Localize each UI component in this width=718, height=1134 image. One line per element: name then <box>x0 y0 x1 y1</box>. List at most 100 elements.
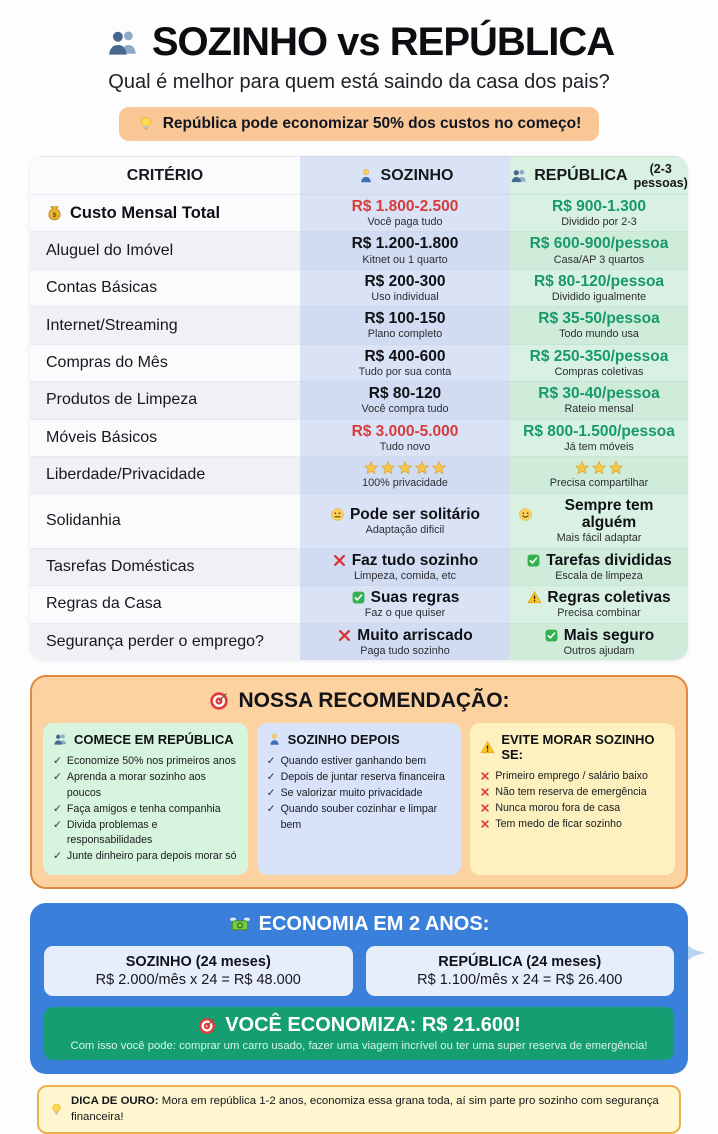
recommendation-item: ✓ Depois de juntar reserva financeira <box>267 770 452 786</box>
svg-text:$: $ <box>53 211 57 218</box>
recommendation-item: Nunca morou fora de casa <box>480 801 665 817</box>
cell-note: 100% privacidade <box>362 477 448 490</box>
page-title-text: SOZINHO vs REPÚBLICA <box>151 20 615 64</box>
highlight-badge: República pode economizar 50% dos custos… <box>118 107 600 141</box>
cross-icon <box>480 819 490 829</box>
criterion-label: Compras do Mês <box>46 354 168 372</box>
recommendation-card-title-text: SOZINHO DEPOIS <box>287 732 400 748</box>
cell-note: Você compra tudo <box>361 403 449 416</box>
star-icon <box>414 460 430 476</box>
recommendation-card-title: COMECE EM REPÚBLICA <box>53 732 238 747</box>
cell-value: Muito arriscado <box>337 627 473 644</box>
lightbulb-icon <box>49 1102 64 1117</box>
criterion-label: Produtos de Limpeza <box>46 391 197 409</box>
cell-value: Tarefas divididas <box>526 552 672 569</box>
criterion-cell: Internet/Streaming <box>30 306 300 344</box>
criterion-text: Internet/Streaming <box>46 316 178 334</box>
cell-value: R$ 250-350/pessoa <box>530 348 669 365</box>
recommendation-item-text: Faça amigos e tenha companhia <box>66 802 221 815</box>
page-subtitle: Qual é melhor para quem está saindo da c… <box>108 71 610 93</box>
lightbulb-icon <box>137 115 155 133</box>
criterion-cell: Liberdade/Privacidade <box>30 456 300 494</box>
table-row: Internet/Streaming R$ 100-150 Plano comple… <box>30 306 688 344</box>
criterion-cell: Tasrefas Domésticas <box>30 547 300 586</box>
star-icon <box>431 460 447 476</box>
criterion-cell: Contas Básicas <box>30 268 300 307</box>
cell-note: Casa/AP 3 quartos <box>553 253 645 266</box>
column-header-republica: REPÚBLICA (2-3 pessoas) <box>510 156 688 194</box>
cell-value: R$ 800-1.500/pessoa <box>523 423 675 440</box>
economy-title-text: ECONOMIA EM 2 ANOS: <box>258 913 490 936</box>
recommendation-item-text: Primeiro emprego / salário baixo <box>495 770 648 783</box>
cell-value-text: Sempre tem alguém <box>564 497 654 532</box>
cell-note: Escala de limpeza <box>555 569 643 582</box>
table-row: Aluguel do Imóvel R$ 1.200-1.800 Kitnet ou… <box>30 231 688 269</box>
table-row: $ Custo Mensal Total R$ 1.800-2.500 Você pa… <box>30 194 688 232</box>
people-icon <box>104 26 142 60</box>
cell-value: R$ 35-50/pessoa <box>538 310 660 327</box>
recommendation-title-text: NOSSA RECOMENDAÇÃO: <box>238 689 510 713</box>
infographic-page: SOZINHO vs REPÚBLICA Qual é melhor para … <box>30 20 706 1134</box>
criterion-text: Liberdade/Privacidade <box>46 466 206 484</box>
recommendation-card-title: EVITE MORAR SOZINHO SE: <box>480 732 665 762</box>
star-icon <box>574 460 590 476</box>
cell-value: R$ 100-150 <box>364 310 445 327</box>
criterion-label: $ Custo Mensal Total <box>46 204 220 223</box>
check-bullet-icon: ✓ <box>266 755 276 768</box>
star-icon <box>397 460 413 476</box>
recommendation-item: ✓ Quando souber cozinhar e limpar bem <box>267 802 452 834</box>
column-header-criterio: CRITÉRIO <box>30 156 300 194</box>
recommendation-list: ✓ Economize 50% nos primeiros anos ✓ Aprend… <box>53 754 238 865</box>
sozinho-cell: Muito arriscado Paga tudo sozinho <box>300 622 510 661</box>
recommendation-card: EVITE MORAR SOZINHO SE: Primeiro emprego … <box>470 723 676 876</box>
column-header-suffix: (2-3 pessoas) <box>633 161 688 190</box>
recommendation-item-text: Não tem reserva de emergência <box>495 785 647 798</box>
criterion-label: Regras da Casa <box>46 595 162 613</box>
check-bullet-icon: ✓ <box>266 802 276 815</box>
criterion-label: Aluguel do Imóvel <box>46 242 173 260</box>
recommendation-item: ✓ Divida problemas e responsabilidades <box>53 818 238 850</box>
recommendation-section: NOSSA RECOMENDAÇÃO: COMECE EM REPÚBLICA ✓… <box>30 675 688 890</box>
column-header-label: SOZINHO <box>380 166 454 184</box>
sozinho-cell: 100% privacidade <box>300 456 510 494</box>
cell-value: R$ 200-300 <box>364 273 445 290</box>
cell-value-text: Regras coletivas <box>547 589 671 607</box>
cell-value-text: R$ 900-1.300 <box>552 198 646 215</box>
cell-value: R$ 30-40/pessoa <box>538 385 660 402</box>
check-box-icon <box>526 553 541 568</box>
golden-tip-text: DICA DE OURO: Mora em república 1-2 anos… <box>71 1094 669 1125</box>
cell-value-text: R$ 600-900/pessoa <box>529 235 669 253</box>
check-bullet-icon: ✓ <box>266 770 276 783</box>
cell-value: R$ 3.000-5.000 <box>352 423 459 440</box>
table-row: Produtos de Limpeza R$ 80-120 Você compra … <box>30 381 688 419</box>
target-icon <box>208 690 230 712</box>
cell-note: Rateio mensal <box>564 403 634 416</box>
criterion-text: Contas Básicas <box>46 279 158 297</box>
recommendation-card: COMECE EM REPÚBLICA ✓ Economize 50% nos pr… <box>43 723 248 876</box>
cell-value: R$ 1.200-1.800 <box>352 235 459 252</box>
cell-value: Faz tudo sozinho <box>332 552 478 569</box>
republica-cell: Tarefas divididas Escala de limpeza <box>510 547 688 586</box>
cell-note: Já tem móveis <box>564 440 634 453</box>
table-body: $ Custo Mensal Total R$ 1.800-2.500 Você pa… <box>30 194 688 661</box>
column-header-label: CRITÉRIO <box>126 166 204 184</box>
cell-value-text: R$ 1.800-2.500 <box>351 198 459 215</box>
criterion-text: Aluguel do Imóvel <box>46 241 174 259</box>
recommendation-item: Tem medo de ficar sozinho <box>480 817 665 833</box>
criterion-cell: Aluguel do Imóvel <box>30 231 300 269</box>
republica-cell: R$ 900-1.300 Dividido por 2-3 <box>510 194 688 232</box>
economy-title: ECONOMIA EM 2 ANOS: <box>44 913 674 936</box>
criterion-label: Internet/Streaming <box>46 317 178 335</box>
recommendation-card-title: SOZINHO DEPOIS <box>267 732 452 747</box>
recommendation-title: NOSSA RECOMENDAÇÃO: <box>43 689 675 713</box>
republica-cell: R$ 35-50/pessoa Todo mundo usa <box>510 306 688 344</box>
recommendation-item-text: Divida problemas e responsabilidades <box>66 818 158 847</box>
sozinho-cell: Suas regras Faz o que quiser <box>300 585 510 623</box>
cell-value: Pode ser solitário <box>330 506 480 523</box>
recommendation-item: ✓ Se valorizar muito privacidade <box>267 786 452 802</box>
sozinho-cell: R$ 80-120 Você compra tudo <box>300 381 510 419</box>
table-row: Solidanhia Pode ser solitário Adaptação di… <box>30 493 688 548</box>
recommendation-list: Primeiro emprego / salário baixo Não tem … <box>480 769 665 833</box>
table-row: Tasrefas Domésticas Faz tudo sozinho Limpe… <box>30 547 688 586</box>
recommendation-item-text: Aprenda a morar sozinho aos poucos <box>66 770 206 799</box>
